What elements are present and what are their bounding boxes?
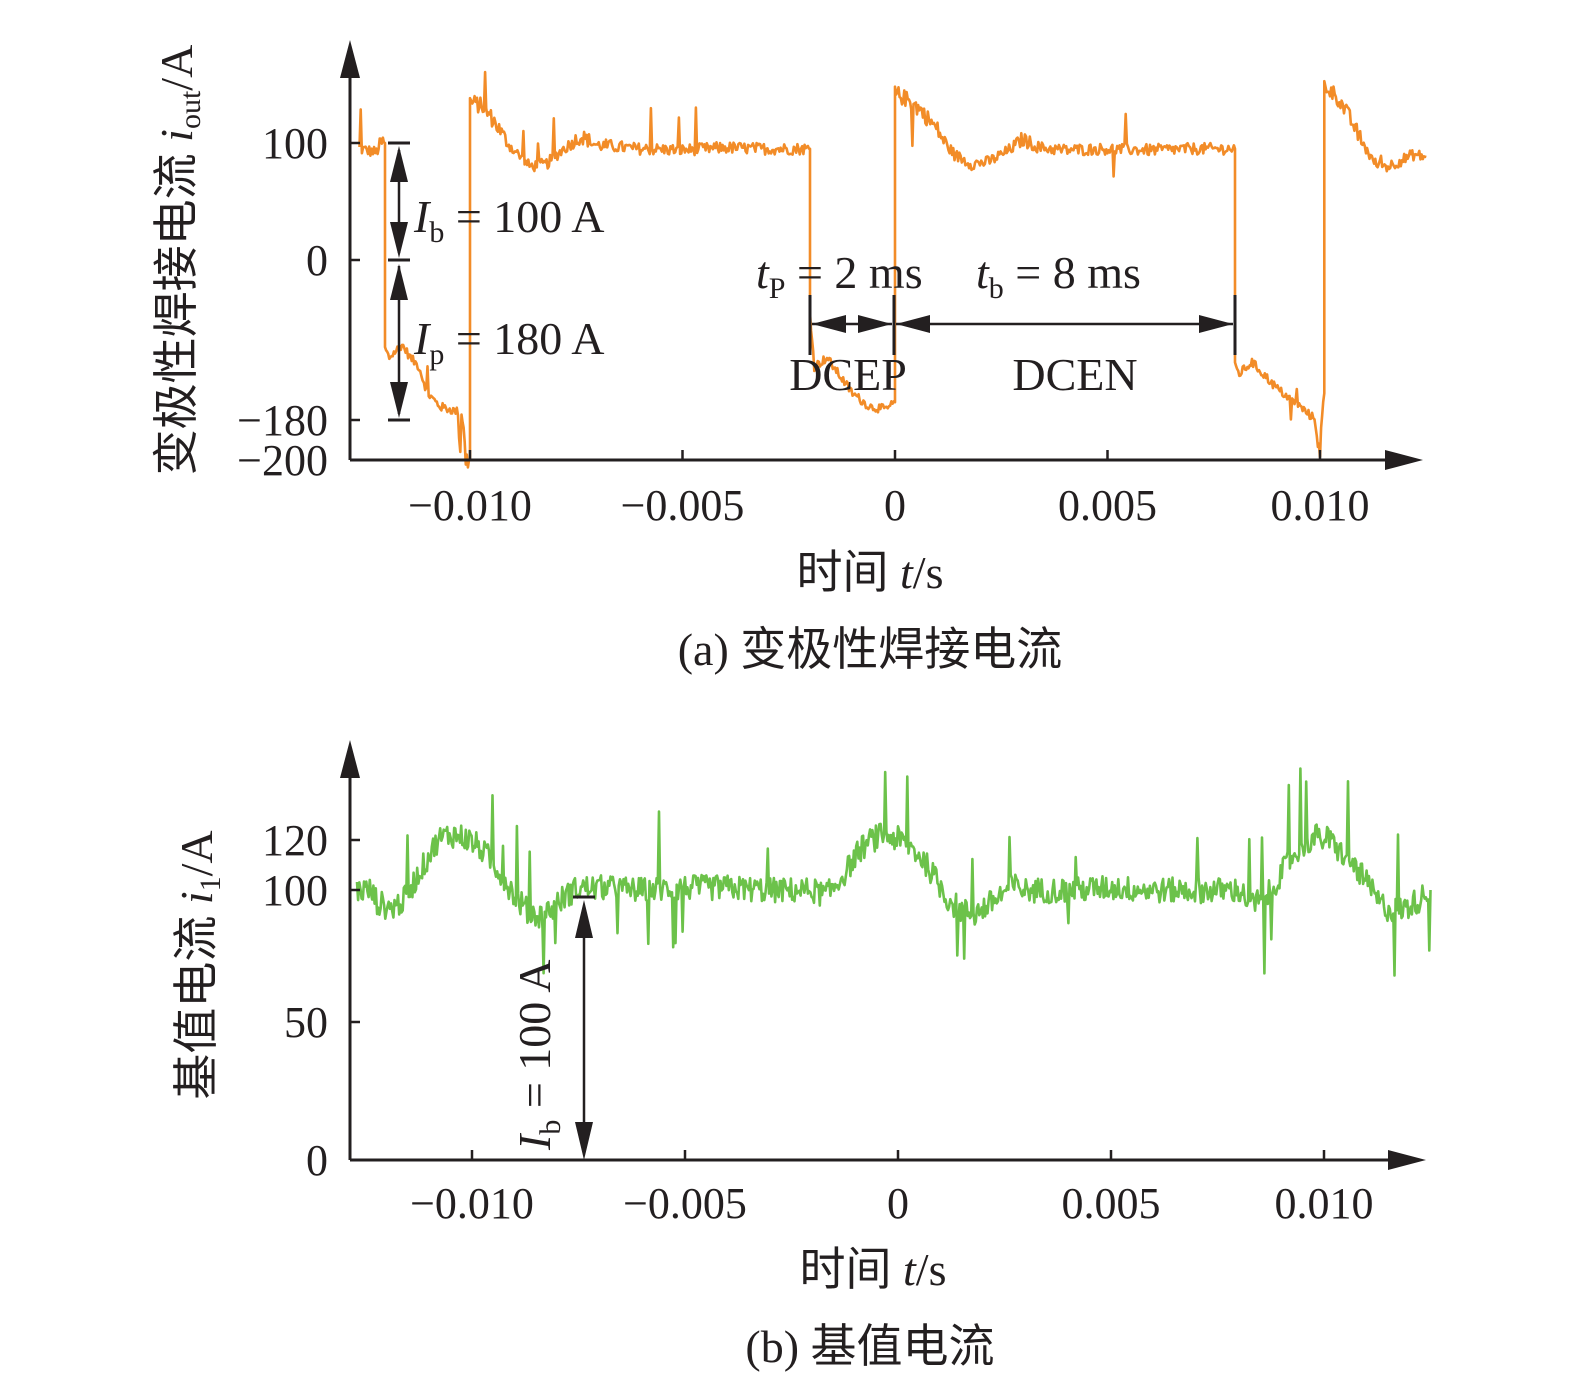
a-tp-tb-dimension	[808, 295, 1237, 355]
b-series-line-i_1	[355, 767, 1432, 977]
a-ib-label: Ib = 100 A	[413, 191, 604, 249]
b-y-tick-label: 100	[262, 866, 328, 915]
a-plot-area	[358, 70, 1427, 469]
a-ib-dimension	[388, 141, 410, 262]
a-x-tick-label: −0.010	[408, 481, 532, 530]
b-caption: (b) 基值电流	[745, 1321, 994, 1372]
a-y-tick-label: −200	[237, 436, 328, 485]
a-y-tick-label: 100	[262, 119, 328, 168]
a-caption: (a) 变极性焊接电流	[678, 624, 1063, 675]
b-y-tick-label: 50	[284, 998, 328, 1047]
b-y-axis-label: 基值电流 i1/A	[171, 830, 227, 1099]
a-series-line-i_out	[358, 70, 1427, 469]
a-x-axis-label: 时间 t/s	[797, 547, 944, 598]
a-dcep-label: DCEP	[789, 349, 907, 400]
a-x-tick-label: 0	[884, 481, 906, 530]
b-y-axis-arrow	[340, 740, 360, 778]
b-x-tick-label: 0.010	[1275, 1179, 1374, 1228]
a-ip-label: Ip = 180 A	[413, 313, 604, 371]
b-ib-label: Ib = 100 A	[509, 960, 567, 1151]
b-x-axis-label: 时间 t/s	[800, 1244, 947, 1295]
a-x-tick-label: 0.005	[1058, 481, 1157, 530]
a-y-tick-label: 0	[306, 236, 328, 285]
a-x-tick-label: 0.010	[1271, 481, 1370, 530]
a-y-axis-arrow	[340, 40, 360, 78]
a-x-tick-label: −0.005	[621, 481, 745, 530]
b-x-tick-label: −0.005	[623, 1179, 747, 1228]
chart-a: −0.010 −0.005 0 0.005 0.010 100 0 −180−200 变极性…	[151, 40, 1427, 675]
b-x-tick-label: 0	[887, 1179, 909, 1228]
a-x-axis-arrow	[1385, 450, 1423, 470]
a-tp-label: tP = 2 ms	[756, 247, 923, 305]
b-plot-area	[355, 767, 1432, 977]
b-x-axis-arrow	[1388, 1150, 1426, 1170]
a-y-tick-label: −180	[237, 396, 328, 445]
b-x-tick-label: −0.010	[410, 1179, 534, 1228]
b-x-tick-label: 0.005	[1062, 1179, 1161, 1228]
a-y-axis-label: 变极性焊接电流 iout/A	[151, 45, 207, 476]
a-dcen-label: DCEN	[1012, 349, 1137, 400]
b-ib-dimension	[573, 895, 595, 1160]
a-ip-dimension	[388, 264, 410, 422]
a-tb-label: tb = 8 ms	[976, 247, 1141, 305]
b-y-tick-label: 0	[306, 1136, 328, 1185]
b-y-tick-label: 120	[262, 816, 328, 865]
